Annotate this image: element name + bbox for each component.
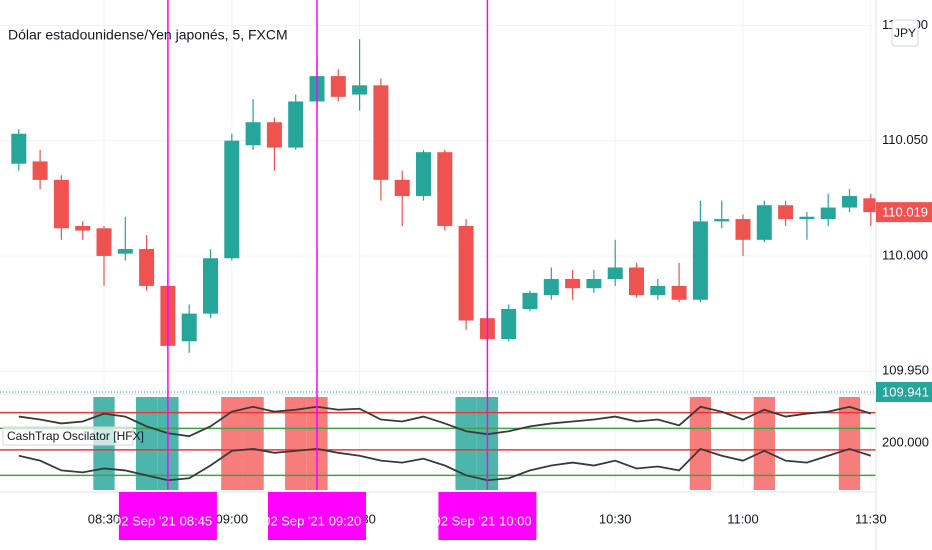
marker-time: 08:45 (180, 513, 213, 528)
candle-body (266, 122, 282, 148)
candle-body (53, 179, 69, 229)
y-tick-label: 110.000 (882, 247, 928, 262)
y-tick-label: 200.000 (882, 434, 929, 449)
candle-body (863, 198, 879, 213)
candle-body (565, 279, 581, 289)
marker-date: 02 Sep '21 (114, 513, 176, 528)
marker-label-box (438, 492, 537, 540)
candle-body (245, 122, 261, 146)
candle-body (181, 313, 197, 342)
price-scale (876, 0, 932, 550)
candle-body (437, 152, 453, 226)
marker-date: 02 Sep '21 (434, 513, 496, 528)
candle-body (330, 76, 346, 97)
candle-body (373, 85, 389, 180)
candle-body (692, 221, 708, 300)
x-tick-label: 11:30 (855, 511, 887, 526)
chart-title: Dólar estadounidense/Yen japonés, 5, FXC… (8, 27, 288, 43)
marker-time: 09:20 (329, 513, 362, 528)
sell-band (221, 397, 243, 490)
candle-body (117, 249, 133, 254)
candle-body (629, 267, 644, 296)
candle-body (714, 219, 730, 222)
sell-band (753, 397, 775, 490)
candle-body (394, 179, 410, 196)
sell-band (689, 397, 712, 490)
candle-body (203, 258, 218, 314)
candle-body (543, 279, 559, 296)
indicator-title: CashTrap Oscilator [HFX] (7, 429, 144, 443)
sell-band (242, 397, 264, 490)
marker-label-box (118, 492, 217, 540)
x-tick-label: 10:30 (599, 511, 632, 526)
y-tick-label: 109.950 (882, 363, 929, 378)
indicator-label-box (2, 426, 134, 446)
candle-body (820, 207, 836, 220)
currency-button[interactable] (891, 19, 919, 47)
sell-band (285, 397, 307, 490)
buy-band (455, 397, 477, 490)
candle-body (224, 140, 240, 259)
marker-label-box (268, 492, 366, 540)
candle-body (352, 85, 368, 95)
marker-price-tag (876, 382, 932, 402)
candle-body (75, 225, 91, 231)
candle-body (756, 205, 772, 240)
y-tick-label: 110.050 (882, 132, 928, 147)
candle-body (96, 228, 112, 256)
candle-body (32, 161, 48, 180)
buy-band (135, 397, 158, 490)
last-price-label: 110.019 (882, 205, 928, 220)
candle-body (501, 308, 517, 339)
marker-price-label: 109.941 (882, 384, 929, 399)
candle-body (735, 219, 751, 240)
candle-body (650, 285, 666, 296)
candle-body (586, 279, 602, 289)
sell-band (838, 397, 861, 490)
x-tick-label: 08:30 (88, 511, 121, 526)
candle-body (671, 285, 687, 300)
x-tick-label: 11:00 (727, 511, 759, 526)
currency-button-label[interactable]: JPY (894, 26, 916, 40)
candle-body (522, 292, 538, 309)
x-tick-label: 09:00 (216, 511, 249, 526)
oscillator-line (18, 447, 872, 482)
oscillator-line (18, 405, 872, 438)
candle-body (799, 216, 815, 220)
candle-body (139, 249, 155, 286)
candle-body (842, 196, 857, 208)
last-price-tag (876, 202, 932, 223)
marker-time: 10:00 (499, 513, 532, 528)
candle-body (778, 205, 794, 220)
candle-body (11, 133, 27, 164)
marker-date: 02 Sep '21 (263, 513, 325, 528)
candle-body (416, 152, 431, 196)
candle-body (458, 225, 474, 321)
candle-body (607, 267, 623, 280)
candle-body (288, 101, 304, 148)
